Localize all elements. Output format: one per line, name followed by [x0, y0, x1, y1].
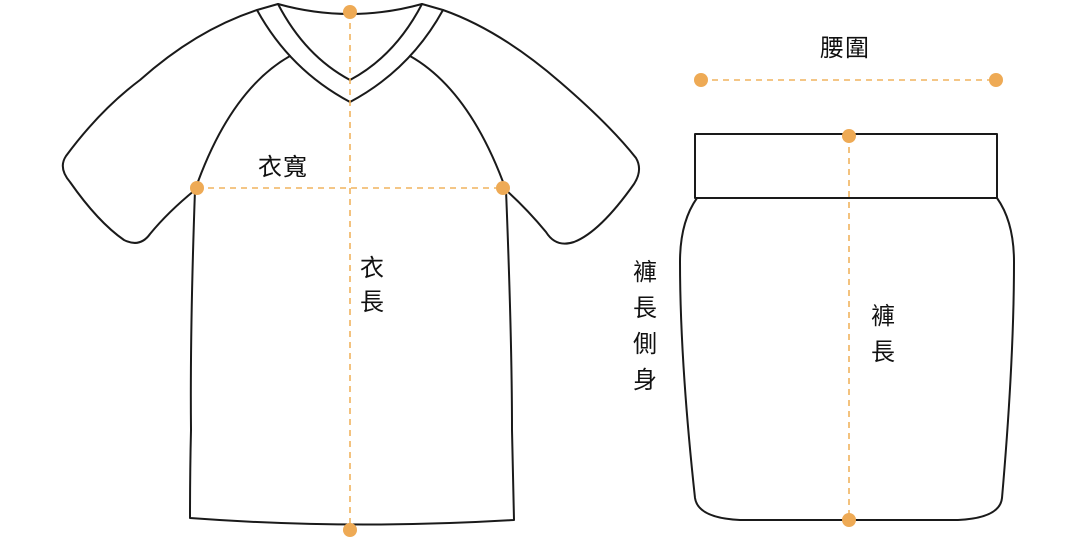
pants-side-length-label-char-2: 長 — [633, 294, 658, 322]
waist-label: 腰圍 — [820, 34, 870, 62]
pants-measurements — [694, 73, 1003, 527]
waist-left-point — [694, 73, 708, 87]
shirt-width-label: 衣寬 — [258, 153, 308, 181]
tshirt-outline — [61, 3, 640, 526]
tshirt-right-raglan-seam — [409, 55, 507, 191]
pants-side-length-label-char-4: 身 — [633, 366, 658, 394]
shirt-length-bottom-point — [343, 523, 357, 537]
pants-length-label-char-1: 褲 — [871, 302, 896, 330]
pants-illustration — [679, 133, 1015, 521]
tshirt-measurements — [190, 5, 510, 537]
tshirt-left-raglan-seam — [194, 55, 291, 191]
waist-right-point — [989, 73, 1003, 87]
pants-body-outline — [679, 197, 1015, 521]
pants-waistband — [694, 133, 998, 199]
pants-length-label-char-2: 長 — [871, 338, 896, 366]
tshirt-illustration — [61, 3, 640, 526]
pants-side-length-label-char-1: 褲 — [633, 258, 658, 286]
shirt-length-top-point — [343, 5, 357, 19]
pants-side-length-label-char-3: 側 — [633, 330, 658, 358]
shirt-length-label-char-1: 衣 — [360, 254, 385, 282]
shirt-length-label-char-2: 長 — [360, 288, 385, 316]
shirt-width-right-point — [496, 181, 510, 195]
shirt-width-left-point — [190, 181, 204, 195]
pants-length-bottom-point — [842, 513, 856, 527]
pants-length-top-point — [842, 129, 856, 143]
